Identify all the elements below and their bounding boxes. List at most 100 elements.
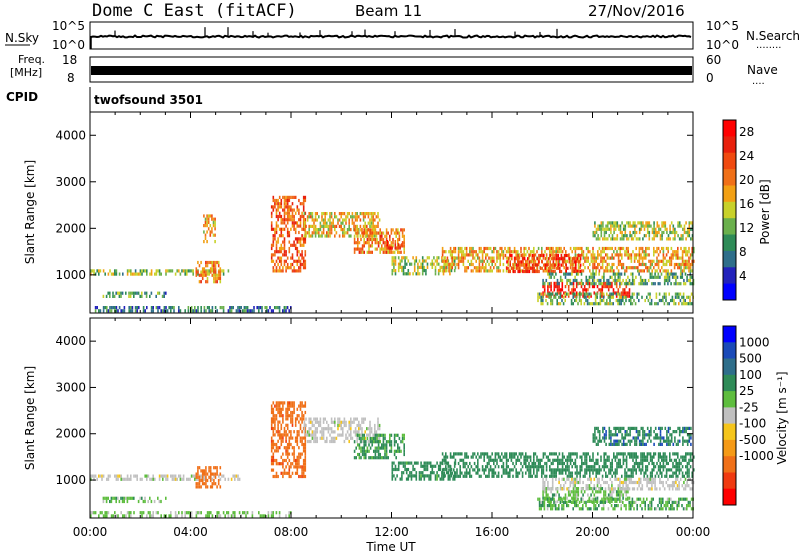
data-cell [283, 240, 286, 244]
data-cell [554, 292, 557, 296]
data-cell [533, 250, 535, 254]
data-cell [480, 246, 482, 251]
data-cell [520, 263, 523, 267]
data-cell [607, 288, 610, 292]
data-cell [672, 474, 674, 478]
data-cell [453, 464, 456, 468]
data-cell [120, 496, 122, 500]
data-cell [665, 455, 668, 459]
data-cell [629, 452, 631, 456]
data-cell [413, 269, 416, 273]
data-cell [679, 282, 682, 286]
data-cell [533, 471, 535, 475]
data-cell [449, 253, 452, 257]
data-cell [186, 269, 188, 273]
data-cell [575, 487, 578, 491]
data-cell [558, 295, 560, 299]
data-cell [291, 423, 294, 427]
data-cell [203, 224, 205, 228]
data-cell [638, 221, 641, 225]
data-cell [531, 266, 534, 270]
data-cell [630, 455, 633, 459]
data-cell [549, 468, 551, 472]
data-cell [449, 262, 452, 267]
data-cell [583, 500, 586, 504]
data-cell [337, 417, 339, 421]
data-cell [286, 214, 289, 219]
data-cell [277, 250, 279, 254]
data-cell [602, 298, 605, 303]
data-cell [626, 234, 628, 238]
data-cell [528, 465, 530, 469]
data-cell [584, 458, 586, 462]
data-cell [128, 306, 130, 310]
data-cell [392, 250, 394, 254]
data-cell [645, 256, 647, 260]
data-cell [280, 269, 283, 273]
data-cell [685, 237, 687, 241]
data-cell [136, 272, 138, 276]
data-cell [291, 269, 294, 273]
data-cell [683, 455, 685, 459]
data-cell [656, 221, 659, 225]
data-cell [622, 227, 625, 231]
data-cell [501, 250, 503, 254]
data-cell [304, 446, 307, 450]
data-cell [346, 231, 349, 235]
data-cell [625, 291, 628, 295]
data-cell [213, 264, 215, 268]
data-cell [575, 295, 578, 299]
data-cell [379, 247, 381, 251]
data-cell [456, 256, 458, 260]
data-cell [611, 221, 614, 225]
data-cell [561, 294, 564, 298]
data-cell [314, 215, 317, 219]
data-cell [454, 458, 457, 462]
data-cell [275, 246, 278, 251]
data-cell [635, 275, 637, 279]
data-cell [654, 250, 657, 254]
data-cell [686, 259, 689, 263]
data-cell [608, 256, 610, 260]
data-cell [575, 496, 578, 500]
data-cell [569, 262, 572, 267]
data-cell [648, 221, 651, 225]
data-cell [505, 465, 508, 469]
data-cell [429, 461, 432, 465]
data-cell [525, 269, 527, 274]
data-cell [562, 500, 565, 504]
data-cell [605, 246, 607, 251]
data-cell [146, 514, 148, 518]
data-cell [395, 433, 397, 437]
data-cell [363, 228, 365, 232]
data-cell [322, 436, 325, 440]
data-cell [243, 306, 246, 310]
data-cell [659, 471, 661, 475]
data-cell [198, 485, 201, 489]
data-cell [545, 253, 548, 257]
data-cell [160, 309, 162, 313]
data-cell [461, 471, 463, 475]
data-cell [379, 250, 381, 254]
data-cell [110, 306, 113, 310]
data-cell [525, 452, 527, 456]
data-cell [573, 262, 575, 267]
data-cell [536, 250, 538, 254]
data-cell [379, 433, 381, 437]
data-cell [510, 468, 513, 472]
data-cell [285, 465, 287, 469]
data-cell [472, 455, 474, 459]
data-cell [134, 272, 137, 276]
data-cell [686, 262, 689, 267]
data-cell [641, 269, 644, 273]
data-cell [270, 253, 273, 257]
data-cell [128, 511, 130, 515]
data-cell [442, 467, 445, 472]
data-cell [389, 246, 392, 250]
data-cell [518, 452, 521, 456]
data-cell [361, 212, 363, 216]
data-cell [128, 477, 130, 481]
data-cell [448, 468, 450, 472]
data-cell [190, 306, 193, 310]
data-cell [643, 262, 645, 267]
